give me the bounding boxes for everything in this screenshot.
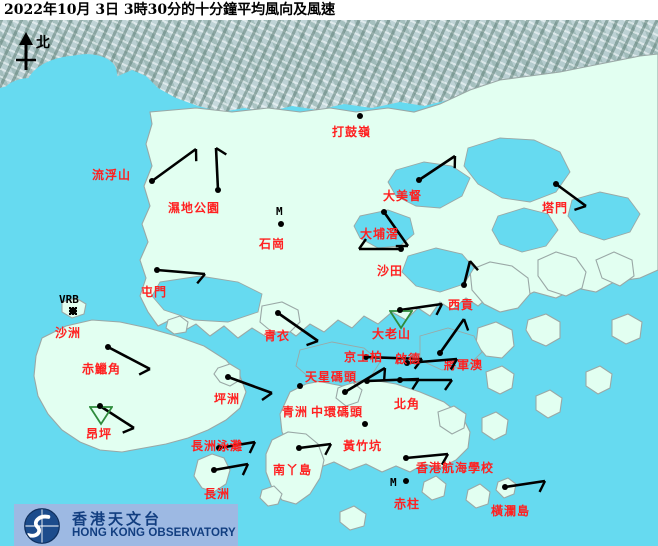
wind-barb [406, 357, 459, 371]
station-label: 中環碼頭 [311, 405, 364, 419]
station-label: 流浮山 [92, 168, 132, 182]
wind-barb [213, 462, 250, 476]
wind-barb [344, 366, 387, 394]
wind-barb [151, 147, 198, 183]
station-label: 沙田 [377, 264, 404, 278]
wind-barb [218, 440, 257, 454]
wind-barb [405, 452, 450, 466]
coastline-layer [33, 53, 658, 531]
calm-indicator: VRB [59, 293, 79, 306]
station-marker [502, 484, 508, 490]
wind-barb [462, 260, 479, 286]
station-label: 長洲泳灘 [191, 439, 244, 453]
wind-barb [555, 182, 587, 212]
station-label: 香港航海學校 [416, 461, 495, 475]
station-label: 大老山 [372, 327, 412, 341]
station-label: 濕地公園 [168, 201, 221, 215]
wind-barb [214, 146, 227, 191]
station-marker [149, 178, 155, 184]
wind-barb [156, 268, 206, 285]
station-label: 西貢 [448, 298, 475, 312]
station-marker [403, 478, 409, 484]
station-marker [416, 177, 422, 183]
station-label: 石崗 [259, 237, 286, 251]
wind-barb [358, 238, 401, 251]
hko-logo-en: HONG KONG OBSERVATORY [72, 526, 236, 539]
wind-barb [400, 378, 453, 391]
wind-barb [227, 375, 273, 401]
station-marker [397, 307, 403, 313]
station-marker [363, 354, 369, 360]
station-label: 京士柏 [344, 350, 384, 364]
station-marker [357, 113, 363, 119]
station-label: 大美督 [383, 189, 423, 203]
wind-barb [298, 442, 333, 456]
station-marker [97, 403, 103, 409]
station-marker [296, 445, 302, 451]
wind-barb [504, 479, 547, 493]
wind-barb [438, 318, 470, 354]
hko-logo: 香港天文台 HONG KONG OBSERVATORY [14, 504, 238, 546]
station-marker [342, 389, 348, 395]
station-marker [397, 377, 403, 383]
station-label: 沙洲 [55, 326, 82, 340]
station-label: 將軍澳 [444, 358, 484, 372]
station-marker [216, 445, 222, 451]
station-marker [297, 383, 303, 389]
station-label: 長洲 [204, 487, 231, 501]
station-label: 橫瀾島 [491, 504, 531, 518]
shenzhen-bay-water [0, 78, 60, 120]
station-marker [403, 455, 409, 461]
hko-logo-zh: 香港天文台 [72, 510, 163, 529]
wind-barb [99, 404, 135, 434]
calm-indicator: M [276, 205, 283, 218]
station-label: 北角 [394, 397, 421, 411]
hko-logo-mark [24, 508, 60, 544]
station-label: 天星碼頭 [305, 370, 358, 384]
station-marker [553, 181, 559, 187]
station-label: 黃竹坑 [343, 439, 383, 453]
north-label: 北 [36, 35, 50, 51]
station-label: 屯門 [141, 285, 168, 299]
station-marker [404, 360, 410, 366]
station-marker [362, 421, 368, 427]
station-label: 坪洲 [214, 392, 241, 406]
station-label: 打鼓嶺 [332, 125, 372, 139]
station-label: 南丫島 [273, 463, 313, 477]
station-label: 啟德 [395, 352, 422, 366]
station-label: 昂坪 [86, 427, 113, 441]
station-marker [154, 267, 160, 273]
station-marker [278, 221, 284, 227]
station-label: 塔門 [542, 201, 569, 215]
wind-barb [418, 154, 457, 182]
station-label: 赤柱 [394, 497, 421, 511]
station-label: 大埔滘 [360, 227, 400, 241]
calm-indicator: M [390, 476, 397, 489]
station-label: 青洲 [282, 405, 309, 419]
wind-barb [277, 311, 319, 347]
station-marker [215, 187, 221, 193]
station-label: 赤鱲角 [82, 362, 122, 376]
station-marker [105, 344, 111, 350]
station-marker [461, 282, 467, 288]
station-marker [69, 307, 77, 315]
station-label: 青衣 [264, 329, 291, 343]
page-title: 2022年10月 3日 3時30分的十分鐘平均風向及風速 [4, 2, 336, 18]
wind-barb [107, 345, 151, 376]
wind-barb [399, 302, 444, 316]
station-marker [364, 378, 370, 384]
station-marker [398, 246, 404, 252]
station-marker [275, 310, 281, 316]
station-marker [225, 374, 231, 380]
station-marker [437, 350, 443, 356]
station-marker [381, 209, 387, 215]
north-arrow: 北 [10, 30, 66, 74]
station-marker [211, 467, 217, 473]
map-canvas[interactable]: 北 打鼓嶺流浮山濕地公園 M 石崗 大美督塔門大埔滘沙田屯門 VRB 沙洲赤鱲角 青衣 大老山… [0, 20, 658, 546]
